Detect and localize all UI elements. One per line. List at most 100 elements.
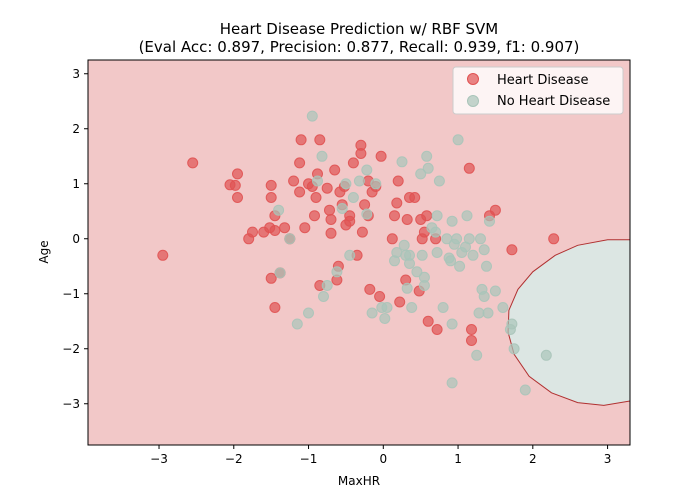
point-no-heart-disease (344, 249, 356, 261)
point-no-heart-disease (540, 349, 552, 361)
point-no-heart-disease (454, 260, 466, 272)
point-heart-disease (265, 179, 277, 191)
point-heart-disease (295, 134, 307, 146)
point-no-heart-disease (416, 249, 428, 261)
y-tick-label: 0 (72, 232, 80, 246)
point-heart-disease (347, 157, 359, 169)
point-no-heart-disease (463, 233, 475, 245)
point-heart-disease (506, 244, 518, 256)
point-heart-disease (324, 204, 335, 216)
point-heart-disease (329, 164, 341, 176)
point-no-heart-disease (431, 247, 443, 258)
y-tick-label: −3 (62, 397, 80, 411)
point-no-heart-disease (497, 302, 509, 313)
point-no-heart-disease (451, 233, 463, 245)
point-no-heart-disease (318, 291, 329, 302)
point-no-heart-disease (347, 192, 359, 203)
point-no-heart-disease (291, 318, 303, 330)
point-heart-disease (356, 226, 368, 238)
point-heart-disease (279, 222, 291, 234)
point-no-heart-disease (404, 249, 415, 261)
point-no-heart-disease (284, 233, 296, 245)
legend-marker-heart-disease (467, 73, 479, 85)
x-tick-label: −2 (225, 452, 243, 466)
plot-frame (87, 59, 631, 446)
y-tick-label: −2 (62, 342, 80, 356)
x-axis-label: MaxHR (338, 474, 380, 488)
point-no-heart-disease (361, 208, 373, 220)
point-no-heart-disease (331, 266, 343, 278)
point-heart-disease (232, 192, 243, 203)
point-heart-disease (294, 157, 306, 169)
point-heart-disease (265, 272, 277, 284)
x-tick-label: 0 (379, 452, 387, 466)
point-heart-disease (466, 335, 477, 346)
point-no-heart-disease (381, 302, 393, 313)
point-heart-disease (355, 148, 367, 159)
y-tick-label: 3 (72, 67, 80, 81)
point-no-heart-disease (421, 150, 433, 162)
point-no-heart-disease (446, 318, 458, 330)
scatter-points (157, 110, 560, 396)
point-heart-disease (288, 175, 300, 187)
point-no-heart-disease (437, 302, 449, 313)
chart-subtitle: (Eval Acc: 0.897, Precision: 0.877, Reca… (139, 38, 580, 56)
point-heart-disease (325, 214, 337, 225)
point-heart-disease (392, 175, 404, 187)
point-no-heart-disease (467, 249, 479, 261)
x-axis: −3 −2 −1 0 1 2 3 (150, 445, 611, 466)
point-no-heart-disease (273, 204, 285, 216)
y-axis-label: Age (37, 240, 51, 263)
point-no-heart-disease (361, 164, 373, 176)
point-no-heart-disease (431, 210, 443, 222)
point-no-heart-disease (415, 168, 427, 180)
point-no-heart-disease (336, 203, 348, 214)
point-no-heart-disease (401, 282, 413, 294)
point-heart-disease (548, 233, 560, 245)
point-no-heart-disease (312, 175, 323, 187)
point-no-heart-disease (481, 260, 492, 272)
point-heart-disease (325, 227, 337, 239)
point-heart-disease (309, 210, 320, 222)
point-no-heart-disease (321, 280, 333, 291)
point-heart-disease (463, 162, 475, 174)
point-no-heart-disease (446, 377, 458, 389)
point-no-heart-disease (471, 349, 483, 361)
point-heart-disease (265, 192, 277, 203)
legend: Heart Disease No Heart Disease (452, 66, 624, 115)
y-tick-label: 2 (72, 122, 80, 136)
point-no-heart-disease (274, 267, 286, 279)
point-heart-disease (314, 134, 326, 146)
point-heart-disease (364, 283, 376, 295)
point-no-heart-disease (353, 175, 365, 187)
point-heart-disease (344, 215, 356, 227)
point-no-heart-disease (461, 210, 473, 222)
point-heart-disease (386, 233, 398, 245)
x-tick-label: −1 (300, 452, 318, 466)
point-no-heart-disease (316, 150, 328, 162)
point-heart-disease (401, 214, 413, 225)
point-no-heart-disease (475, 233, 486, 245)
point-no-heart-disease (508, 343, 520, 355)
y-tick-label: −1 (62, 287, 80, 301)
point-heart-disease (229, 179, 241, 191)
point-no-heart-disease (396, 156, 408, 168)
y-tick-label: 1 (72, 177, 80, 191)
legend-label-heart-disease: Heart Disease (497, 73, 588, 88)
point-no-heart-disease (303, 307, 314, 319)
point-heart-disease (421, 210, 433, 222)
point-heart-disease (422, 315, 434, 327)
point-heart-disease (294, 186, 306, 198)
x-tick-label: 1 (454, 452, 462, 466)
point-heart-disease (187, 157, 199, 169)
legend-label-no-heart-disease: No Heart Disease (497, 94, 610, 109)
point-no-heart-disease (478, 291, 490, 302)
y-axis: −3 −2 −1 0 1 2 3 (62, 67, 88, 411)
point-heart-disease (269, 225, 281, 236)
point-no-heart-disease (478, 244, 490, 256)
point-heart-disease (310, 192, 322, 203)
point-no-heart-disease (306, 110, 318, 122)
point-heart-disease (489, 204, 501, 216)
point-no-heart-disease (482, 307, 494, 319)
point-no-heart-disease (370, 178, 382, 190)
